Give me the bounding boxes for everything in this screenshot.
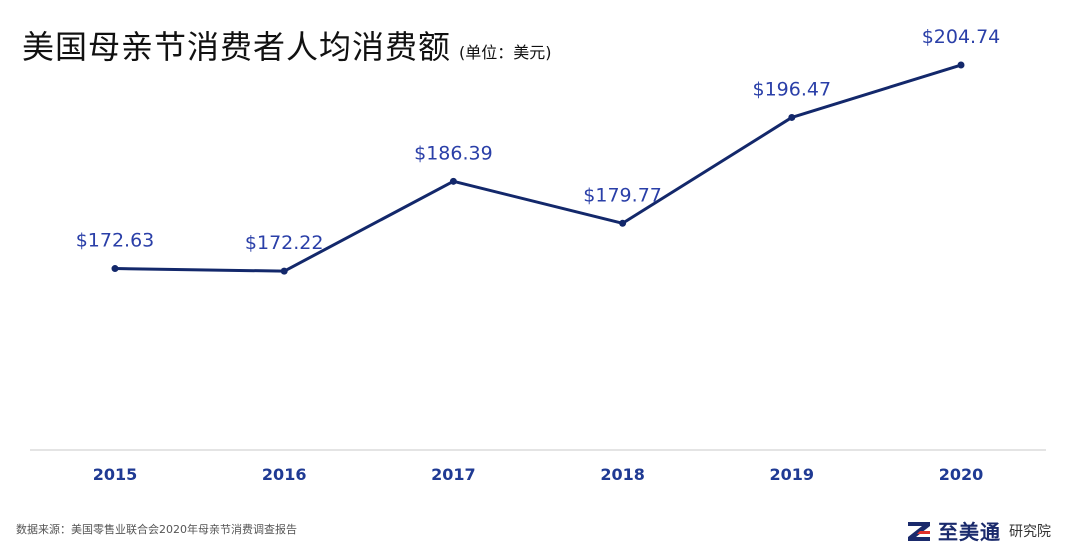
x-tick-label: 2015 — [93, 465, 138, 484]
x-tick-label: 2017 — [431, 465, 476, 484]
data-label: $204.74 — [922, 26, 1001, 48]
chart-title: 美国母亲节消费者人均消费额 — [22, 28, 452, 66]
brand: 至美通 研究院 — [906, 516, 1051, 545]
chart-unit: (单位：美元) — [459, 43, 552, 62]
chart-title-group: 美国母亲节消费者人均消费额 (单位：美元) — [22, 22, 552, 68]
data-point — [280, 267, 288, 275]
data-label: $196.47 — [753, 78, 832, 100]
x-tick-label: 2019 — [770, 465, 815, 484]
data-point — [449, 177, 457, 185]
data-point — [619, 219, 627, 227]
data-label: $172.63 — [76, 230, 155, 252]
data-point — [957, 61, 965, 69]
x-tick-label: 2018 — [600, 465, 645, 484]
x-tick-label: 2020 — [939, 465, 984, 484]
data-label: $179.77 — [583, 184, 662, 206]
series-line — [114, 63, 962, 273]
data-point — [111, 265, 119, 273]
brand-logo-icon — [908, 521, 930, 541]
source-note: 数据来源：美国零售业联合会2020年母亲节消费调查报告 — [16, 523, 297, 536]
brand-name: 至美通 — [938, 520, 1001, 544]
x-tick-label: 2016 — [262, 465, 307, 484]
data-label: $186.39 — [414, 142, 493, 164]
brand-sub: 研究院 — [1009, 523, 1051, 540]
data-label: $172.22 — [245, 232, 324, 254]
data-point — [788, 113, 796, 121]
